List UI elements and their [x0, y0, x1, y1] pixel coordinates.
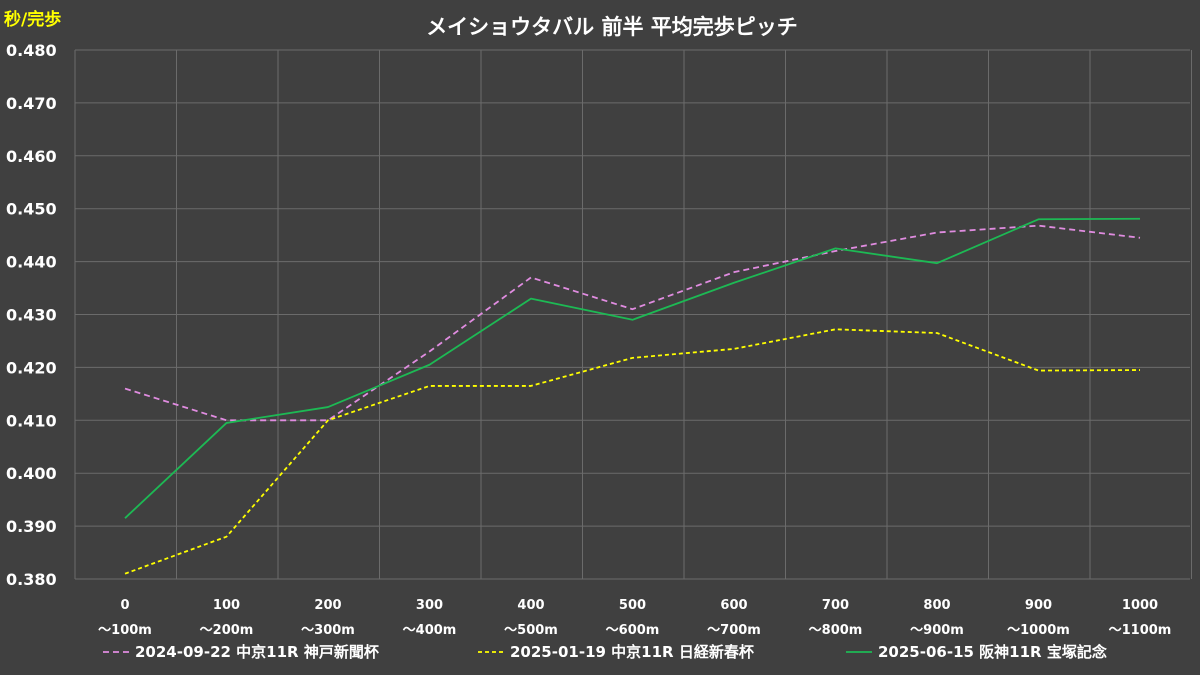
x-tick-label: 300 — [416, 598, 443, 613]
series-line-3 — [124, 217, 1141, 519]
legend-item-1: 2024-09-22 中京11R 神戸新聞杯 — [103, 643, 380, 661]
y-axis-label: 秒/完歩 — [4, 9, 61, 30]
series-line-2 — [124, 328, 1141, 575]
x-tick-label: 1000 — [1122, 598, 1158, 613]
x-tick-sublabel: ～800m — [809, 623, 863, 638]
y-tick-label: 0.400 — [6, 464, 57, 483]
y-tick-label: 0.480 — [6, 41, 57, 60]
x-tick-label: 100 — [213, 598, 240, 613]
x-tick-sublabel: ～1100m — [1109, 623, 1172, 638]
y-tick-label: 0.430 — [6, 306, 57, 325]
x-tick-label: 900 — [1025, 598, 1052, 613]
x-axis-ticks: 0 ～100m 100 ～200m 200 ～300m 300 ～400m 400 ～500m 50… — [98, 598, 1171, 638]
x-tick-sublabel: ～600m — [606, 623, 660, 638]
legend-label: 2024-09-22 中京11R 神戸新聞杯 — [135, 643, 380, 661]
x-tick-label: 0 — [120, 598, 129, 613]
x-tick-sublabel: ～500m — [504, 623, 558, 638]
series-lines — [124, 217, 1141, 575]
legend-label: 2025-06-15 阪神11R 宝塚記念 — [878, 643, 1107, 661]
x-tick-sublabel: ～900m — [910, 623, 964, 638]
legend-item-3: 2025-06-15 阪神11R 宝塚記念 — [846, 643, 1107, 661]
legend-item-2: 2025-01-19 中京11R 日経新春杯 — [478, 643, 755, 661]
x-tick-sublabel: ～300m — [301, 623, 355, 638]
x-tick-label: 400 — [517, 598, 544, 613]
y-tick-label: 0.380 — [6, 570, 57, 589]
y-tick-label: 0.390 — [6, 517, 57, 536]
x-tick-label: 700 — [822, 598, 849, 613]
x-tick-sublabel: ～1000m — [1007, 623, 1070, 638]
x-tick-sublabel: ～400m — [403, 623, 457, 638]
x-tick-label: 800 — [923, 598, 950, 613]
y-tick-label: 0.410 — [6, 411, 57, 430]
x-tick-sublabel: ～200m — [200, 623, 254, 638]
x-tick-label: 200 — [314, 598, 341, 613]
y-tick-label: 0.470 — [6, 94, 57, 113]
legend-label: 2025-01-19 中京11R 日経新春杯 — [510, 643, 755, 661]
chart-title: メイショウタバル 前半 平均完歩ピッチ — [426, 15, 798, 39]
x-tick-sublabel: ～100m — [98, 623, 152, 638]
grid-lines — [74, 49, 1192, 580]
y-tick-label: 0.460 — [6, 147, 57, 166]
y-tick-label: 0.450 — [6, 200, 57, 219]
y-axis-ticks: 0.480 0.470 0.460 0.450 0.440 0.430 0.420 0.410… — [6, 41, 57, 589]
y-tick-label: 0.420 — [6, 358, 57, 377]
x-tick-sublabel: ～700m — [707, 623, 761, 638]
x-tick-label: 600 — [720, 598, 747, 613]
legend: 2024-09-22 中京11R 神戸新聞杯 2025-01-19 中京11R 日… — [103, 643, 1107, 661]
series-line-1 — [124, 224, 1141, 422]
x-tick-label: 500 — [619, 598, 646, 613]
y-tick-label: 0.440 — [6, 253, 57, 272]
